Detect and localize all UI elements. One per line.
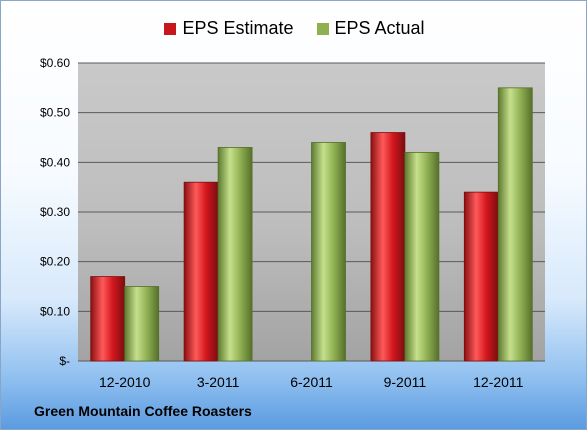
x-tick-label: 12-2011 [473,374,524,390]
y-tick-label: $0.20 [40,255,70,269]
x-tick-label: 12-2010 [99,374,151,390]
y-tick-label: $0.60 [40,56,70,70]
y-tick-label: $0.40 [40,155,70,169]
bar-estimate-9-2011 [370,132,406,362]
legend-swatch-actual [316,22,329,35]
bar-estimate-3-2011 [183,181,219,362]
bar-actual-3-2011 [217,147,253,362]
company-name: Green Mountain Coffee Roasters [34,403,252,419]
bar-actual-12-2010 [124,286,160,362]
legend-swatch-estimate [164,22,177,35]
legend-label-actual: EPS Actual [334,17,425,38]
legend-item-estimate: EPS Estimate [164,18,293,39]
y-tick-label: $0.10 [40,304,70,318]
y-tick-label: $0.50 [40,106,70,120]
x-tick-label: 3-2011 [197,374,240,390]
bars [90,87,533,362]
x-tick-label: 6-2011 [290,374,333,390]
chart-legend: EPS Estimate EPS Actual [1,17,587,39]
bar-estimate-12-2011 [463,191,499,362]
y-axis-ticks: $- $0.10 $0.20 $0.30 $0.40 $0.50 $0.60 [40,56,70,368]
bar-estimate-12-2010 [90,276,126,362]
y-tick-label: $- [59,354,70,368]
legend-item-actual: EPS Actual [316,17,425,39]
legend-label-estimate: EPS Estimate [182,17,294,38]
y-tick-label: $0.30 [40,205,70,219]
bar-actual-9-2011 [404,151,440,362]
bar-actual-12-2011 [497,87,533,362]
x-axis-ticks: 12-2010 3-2011 6-2011 9-2011 12-2011 [99,374,524,390]
bar-actual-6-2011 [311,142,346,362]
x-tick-label: 9-2011 [384,374,427,390]
